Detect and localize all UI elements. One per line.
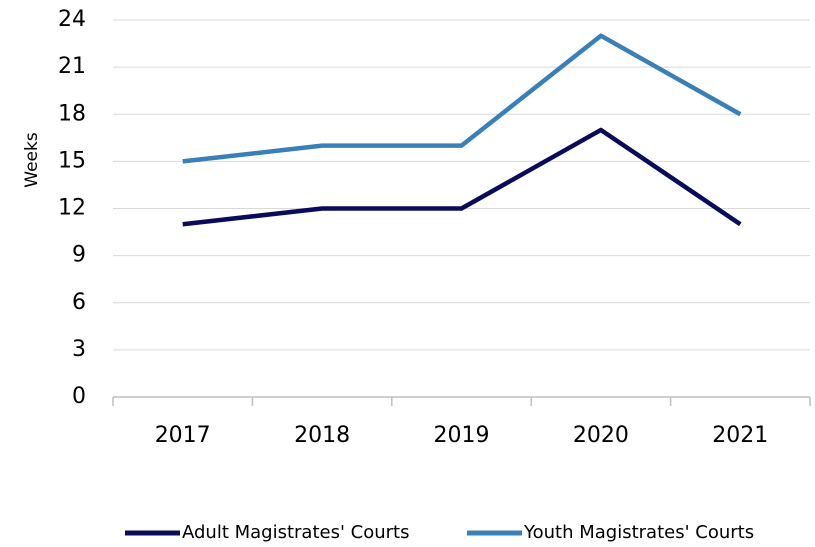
legend-label: Adult Magistrates' Courts	[182, 522, 409, 543]
line-series	[182, 33, 742, 164]
y-tick-label: 0	[72, 384, 86, 409]
x-tick-label: 2021	[712, 423, 768, 448]
y-axis-label: Weeks	[22, 132, 42, 188]
legend-label: Youth Magistrates' Courts	[523, 522, 754, 543]
y-tick-label: 24	[58, 7, 86, 32]
y-tick-label: 12	[58, 196, 86, 221]
y-tick-label: 6	[72, 290, 86, 315]
x-tick-label: 2020	[573, 423, 629, 448]
y-tick-label: 15	[58, 148, 86, 173]
x-tick-label: 2019	[434, 423, 490, 448]
y-tick-label: 9	[72, 243, 86, 268]
y-tick-label: 21	[58, 54, 86, 79]
x-tick-label: 2018	[294, 423, 350, 448]
y-tick-label: 3	[72, 337, 86, 362]
line-series	[182, 127, 742, 227]
x-tick-label: 2017	[155, 423, 211, 448]
y-tick-label: 18	[58, 101, 86, 126]
